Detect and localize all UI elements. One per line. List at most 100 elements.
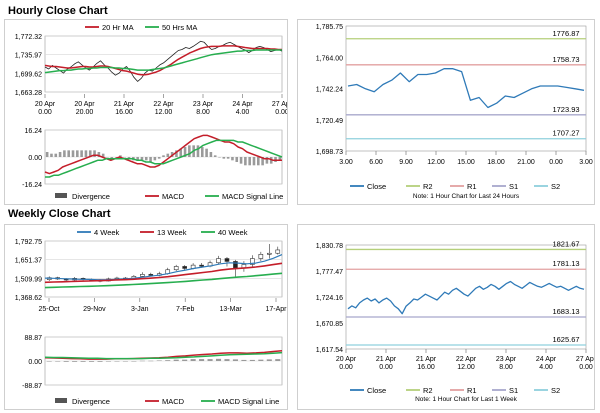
y-tick-label: 1,663.28 (15, 90, 42, 97)
y-tick-label: 1,724.16 (316, 295, 343, 302)
x-tick-label: 21 Apr (416, 356, 437, 363)
y-tick-label: 1,764.00 (316, 55, 343, 62)
pivot-label-s2: 1625.67 (552, 335, 579, 344)
divergence-bar (278, 157, 282, 161)
y-tick-label: 1,720.49 (316, 118, 343, 125)
weekly-section-title: Weekly Close Chart (8, 208, 111, 220)
divergence-bar (265, 157, 269, 164)
divergence-bar (119, 155, 122, 157)
divergence-bar (241, 359, 247, 361)
legend-label: MACD Signal Line (218, 397, 279, 406)
divergence-bar (231, 157, 234, 161)
divergence-bar (149, 157, 152, 162)
divergence-bar (131, 361, 137, 362)
legend-label: Close (367, 182, 386, 191)
pivot-label-r2: 1821.67 (552, 239, 579, 248)
divergence-bar (110, 157, 114, 159)
x-tick-label: 27 Apr (576, 356, 594, 363)
candle-body (250, 258, 255, 265)
y-tick-label: 1,698.73 (316, 149, 343, 156)
legend-label: R2 (423, 386, 433, 395)
legend-label: S2 (551, 386, 560, 395)
weekly-ma-chart: 1,792.75 1,651.37 1,509.99 1,368.62 4 Week 13… (15, 228, 287, 406)
divergence-bar (249, 359, 255, 361)
divergence-bar (105, 361, 112, 362)
hourly-ma-chart: 1,772.32 1,735.97 1,699.62 1,663.28 20 Hr MA… (15, 23, 287, 201)
divergence-bar (207, 359, 213, 361)
hourly-close-chart: 1,785.75 1,764.00 1,742.24 1,720.49 1,698.73… (316, 24, 593, 200)
divergence-bar (122, 361, 128, 362)
y-tick-label: 1,368.62 (15, 295, 42, 302)
divergence-bar (166, 153, 170, 157)
divergence-bar (63, 361, 69, 362)
x-tick-label: 22 Apr (153, 101, 174, 108)
weekly-ma-panel: 1,792.75 1,651.37 1,509.99 1,368.62 4 Week 13… (4, 224, 288, 410)
x-tick-label: 20 Apr (336, 356, 357, 363)
x-tick-label: 8.00 (499, 364, 513, 371)
x-tick-label: 16.00 (417, 364, 435, 371)
candle-body (140, 274, 145, 277)
divergence-bar (165, 360, 171, 361)
divergence-bar (80, 150, 83, 157)
divergence-bar (199, 359, 205, 361)
y-tick-label: 1,777.47 (316, 269, 343, 276)
y-tick-label: 1,509.99 (15, 276, 42, 283)
legend-label: S1 (509, 182, 518, 191)
x-tick-label: 23 Apr (496, 356, 517, 363)
divergence-bar (153, 157, 157, 161)
divergence-bar (266, 359, 272, 361)
divergence-bar (148, 360, 154, 362)
x-tick-label: 6.00 (369, 159, 383, 166)
plot-border (345, 25, 587, 152)
divergence-bar (261, 157, 264, 166)
y-tick-label: -88.87 (22, 383, 42, 390)
x-tick-label: 20.00 (76, 109, 94, 116)
chart-note: Note: 1 Hour Chart for Last 24 Hours (413, 193, 520, 200)
divergence-bar (235, 157, 239, 162)
y-tick-label: 0.00 (28, 359, 42, 366)
divergence-bar (63, 150, 66, 157)
x-tick-label: 12.00 (457, 364, 475, 371)
pivot-label-r1: 1758.73 (552, 55, 579, 64)
x-tick-label: 7-Feb (176, 306, 194, 313)
divergence-bar (218, 157, 221, 158)
ma-4-week-line (44, 254, 283, 281)
candle-body (148, 274, 154, 276)
divergence-bar (222, 157, 226, 159)
divergence-bar (50, 153, 53, 157)
divergence-bar (101, 153, 105, 157)
divergence-bar (200, 147, 204, 157)
x-tick-label: 15.00 (457, 159, 475, 166)
hourly-section-title: Hourly Close Chart (8, 5, 108, 17)
divergence-bar (58, 152, 62, 157)
y-tick-label: 1,830.78 (316, 243, 343, 250)
x-tick-label: 3.00 (579, 159, 593, 166)
divergence-bar (46, 361, 52, 362)
divergence-bar (179, 148, 183, 157)
legend-label: Divergence (72, 397, 110, 406)
y-tick-label: 1,785.75 (316, 24, 343, 31)
close-line (347, 68, 585, 109)
divergence-bar (274, 157, 277, 162)
pivot-label-s1: 1723.93 (552, 105, 579, 114)
x-tick-label: 12.00 (427, 159, 445, 166)
x-tick-label: 25-Oct (38, 306, 59, 313)
x-tick-label: 0.00 (38, 109, 52, 116)
x-tick-label: 27 Apr (272, 101, 287, 108)
divergence-bar (136, 157, 139, 161)
x-tick-label: 3.00 (339, 159, 353, 166)
divergence-bar (248, 157, 251, 166)
macd-signal-line (45, 139, 283, 178)
divergence-bar (88, 150, 92, 157)
plot-border (345, 244, 587, 350)
ma-40-week-line (44, 272, 283, 289)
x-tick-label: 20 Apr (74, 101, 95, 108)
legend-label: Close (367, 386, 386, 395)
x-tick-label: 9.00 (399, 159, 413, 166)
weekly-close-panel: 1,830.78 1,777.47 1,724.16 1,670.85 1,617.54… (297, 224, 595, 410)
divergence-bar (54, 153, 58, 157)
x-tick-label: 0.00 (549, 159, 563, 166)
ma-50-line (44, 49, 282, 74)
legend-label: 13 Week (157, 228, 187, 237)
divergence-bar (89, 361, 95, 362)
